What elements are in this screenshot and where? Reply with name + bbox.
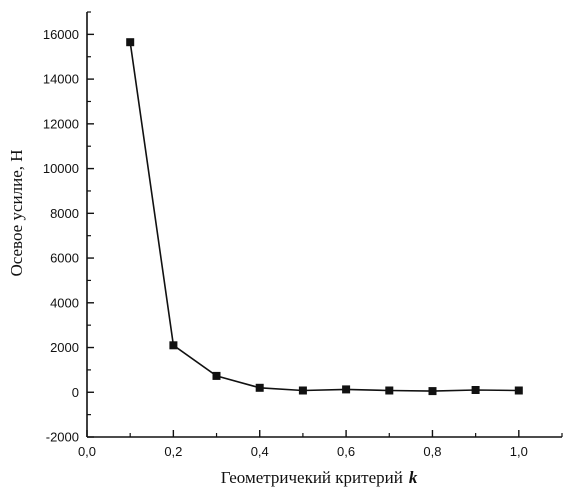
data-point [169,341,178,350]
data-point [298,386,307,395]
x-tick-label: 0,4 [251,444,269,459]
x-tick-label: 0,2 [164,444,182,459]
x-axis-title: Геометричекий критерий k [221,468,418,487]
x-axis-title-var: k [409,468,418,487]
x-axis-title-text: Геометричекий критерий [221,468,403,487]
y-tick-label: 2000 [50,340,79,355]
y-tick-label: -2000 [46,430,79,445]
data-point [428,387,437,396]
y-tick-label: 0 [72,385,79,400]
series-line [129,42,519,392]
y-tick-label: 10000 [43,161,79,176]
data-point [126,38,135,47]
y-tick-label: 12000 [43,116,79,131]
y-tick-label: 8000 [50,206,79,221]
data-point [385,386,394,395]
chart-ticks: -2000 0 2000 4000 6000 8000 10000 12000 14000 160… [43,11,563,459]
x-tick-label: 0,0 [78,444,96,459]
data-point [342,385,351,394]
data-point [471,386,480,394]
chart-axes [86,12,562,438]
x-tick-label: 1,0 [510,444,528,459]
x-tick-label: 0,8 [423,444,441,459]
data-point [212,371,221,380]
data-point [514,386,523,395]
y-tick-label: 14000 [43,72,79,87]
chart-series [126,38,523,396]
y-tick-label: 4000 [50,295,79,310]
y-tick-label: 16000 [43,27,79,42]
data-point [255,383,264,392]
x-tick-label: 0,6 [337,444,355,459]
y-tick-label: 6000 [50,251,79,266]
y-axis-title: Осевое усилие, Н [7,149,26,276]
